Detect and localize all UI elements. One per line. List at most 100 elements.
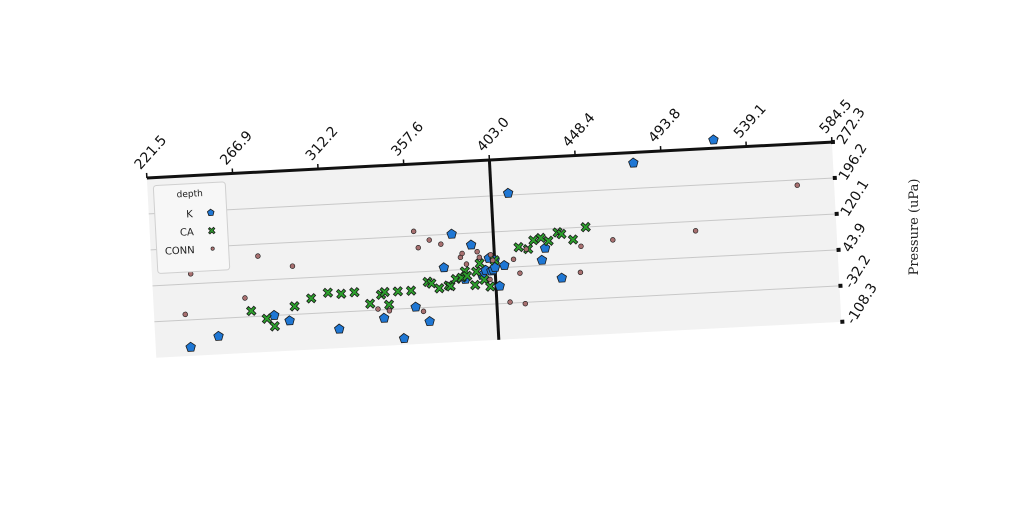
data-point-conn [386,308,393,314]
data-point-k [708,134,719,145]
data-point-conn [242,295,248,301]
y-tick-mark [834,211,839,216]
y-tick-mark [840,319,845,324]
data-point-conn [410,228,417,235]
data-point-ca [261,313,273,324]
data-point-conn [426,237,432,243]
data-point-conn [459,250,465,257]
x-tick-label: 312.2 [303,123,342,164]
data-point-conn [523,246,529,252]
data-point-ca [392,286,404,297]
plot-area: 221.5 266.9 312.2 357.6 403.0 448.4 493.8 539.1… [132,97,881,358]
data-points [182,134,800,352]
legend-marker [206,208,215,216]
data-point-conn [517,270,523,276]
data-point-ca [322,287,334,299]
data-point-ca [474,258,485,269]
data-point-ca [580,221,591,233]
data-point-ca [461,270,473,282]
data-point-k [539,242,551,253]
y-tick-label: 120.1 [838,177,873,219]
legend-marker [207,226,216,235]
legend-label: CA [180,227,195,239]
x-tick-label: 493.8 [645,106,684,147]
data-point-ca [379,286,390,298]
data-point-ca [469,279,481,291]
data-point-ca [445,281,456,292]
data-point-conn [415,245,421,251]
data-point-conn [577,269,584,276]
data-point-ca [349,286,360,298]
data-point-conn [474,249,480,255]
data-point-ca [471,266,482,277]
data-point-conn [510,256,517,262]
legend-entries: K CA CONN [165,208,216,258]
data-point-k [410,301,421,312]
x-tick-label: 403.0 [474,115,513,156]
data-point-ca [364,298,376,310]
data-point-ca [245,305,257,317]
data-point-k [494,280,505,291]
x-tick-label: 221.5 [132,132,171,173]
data-point-conn [610,237,616,243]
data-point-ca [305,293,317,304]
x-tick-label: 539.1 [731,101,770,142]
data-point-conn [289,263,296,269]
x-tick-label: 357.6 [388,119,427,160]
data-point-conn [463,261,470,267]
data-point-ca [383,299,395,310]
data-point-conn [182,311,188,318]
y-tick-mark [830,139,836,145]
data-point-k [284,315,295,326]
data-point-k [213,330,224,341]
data-point-conn [476,254,483,260]
legend-box [152,181,231,274]
data-point-conn [487,252,494,258]
data-point-ca [513,241,524,253]
data-point-conn [507,299,513,305]
data-point-conn [375,306,381,312]
x-tick-label: 266.9 [217,128,256,169]
data-point-ca [289,301,300,312]
data-point-ca [556,228,567,240]
y-tick-mark [836,247,841,252]
data-point-conn [438,241,444,247]
data-point-conn [255,253,261,259]
legend-marker [210,246,215,251]
data-point-conn [578,243,584,249]
data-point-conn [522,300,529,307]
data-point-ca [479,274,490,286]
x-tick-label: 448.4 [560,110,599,151]
data-point-ca [485,281,496,292]
y-tick-label: 43.9 [840,221,870,256]
data-point-k [446,228,457,239]
data-point-ca [405,285,417,296]
data-point-k [536,254,548,265]
reference-vertical-line [487,159,501,340]
y-axis-label: Pressure (uPa) [907,179,922,276]
data-point-ca [434,283,445,294]
legend-label: K [186,209,194,220]
data-point-k [438,262,450,273]
y-tick-mark [838,283,843,288]
legend: depth K CA CONN [152,181,231,274]
data-point-k [465,239,477,250]
data-point-ca [567,234,579,245]
data-point-conn [420,308,427,315]
legend-title: depth [176,189,203,200]
legend-label: CONN [165,245,195,258]
data-point-conn [692,228,699,234]
data-point-k [333,323,345,334]
data-point-conn [794,182,800,188]
data-point-ca [543,235,554,247]
data-point-ca [335,288,347,300]
data-point-k [628,157,639,168]
data-point-k [398,332,410,344]
data-point-k [424,315,435,327]
data-point-conn [490,257,496,264]
data-point-ca [269,320,281,332]
data-point-k [502,187,514,198]
data-point-k [185,341,196,352]
y-tick-label: 196.2 [836,141,871,183]
